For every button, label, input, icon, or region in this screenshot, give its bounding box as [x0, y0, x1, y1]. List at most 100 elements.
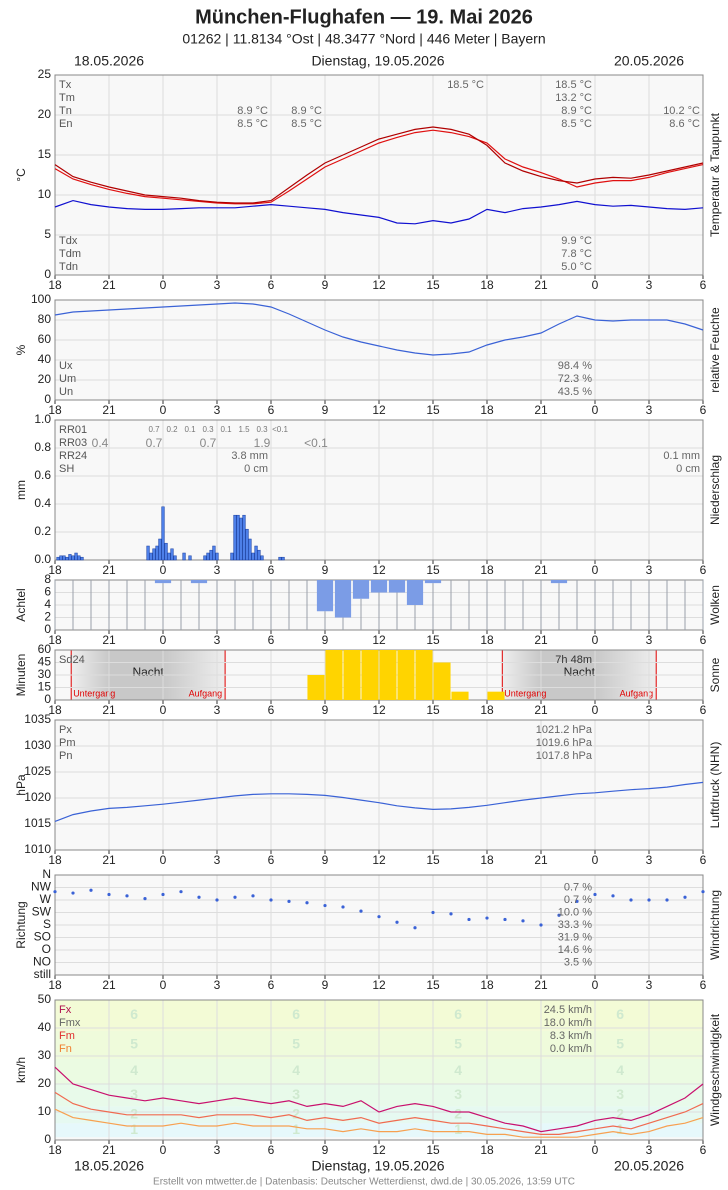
x-tick-label: 3 — [646, 703, 653, 717]
cloud-bar — [154, 580, 172, 584]
x-tick-label: 3 — [646, 633, 653, 647]
direction-point — [647, 898, 651, 902]
bar — [487, 691, 505, 700]
direction-share: 31.9 % — [558, 931, 592, 943]
y-axis-label: mm — [14, 480, 28, 500]
y-tick-label: 45 — [38, 655, 52, 669]
y-tick-label: 0 — [44, 622, 51, 636]
x-tick-label: 0 — [592, 978, 599, 992]
x-tick-label: 6 — [268, 403, 275, 417]
bar — [451, 691, 469, 700]
cloud-bar — [550, 580, 568, 584]
x-tick-label: 3 — [214, 278, 221, 292]
y-tick-label: 1010 — [24, 842, 51, 856]
date-label: 20.05.2026 — [614, 53, 684, 69]
stat-label: Tdx — [59, 235, 78, 247]
stat-label: Fx — [59, 1004, 72, 1016]
y-tick-label: 0.8 — [34, 440, 51, 454]
y-tick-label: O — [42, 942, 51, 956]
bar — [158, 538, 162, 561]
direction-point — [683, 895, 687, 899]
bar — [251, 552, 255, 561]
bar — [155, 545, 159, 561]
date-label: 20.05.2026 — [614, 1158, 684, 1174]
beaufort-number: 4 — [130, 1062, 138, 1078]
x-tick-label: 21 — [534, 978, 548, 992]
bar — [230, 552, 234, 561]
date-label: Dienstag, 19.05.2026 — [311, 1158, 444, 1174]
stat-label: Fmx — [59, 1017, 81, 1029]
direction-share: 10.0 % — [558, 906, 592, 918]
sunset-label: Untergang — [504, 688, 546, 698]
stat-label: Tdn — [59, 261, 78, 273]
x-tick-label: 12 — [372, 978, 386, 992]
beaufort-number: 4 — [292, 1062, 300, 1078]
x-tick-label: 9 — [322, 278, 329, 292]
x-tick-label: 21 — [102, 853, 116, 867]
direction-point — [125, 894, 129, 898]
direction-point — [431, 910, 435, 915]
direction-point — [305, 901, 309, 905]
cloud-bar — [316, 580, 334, 612]
beaufort-number: 1 — [130, 1121, 138, 1137]
bar — [173, 555, 177, 561]
side-label: Windgeschwindigkeit — [708, 1013, 722, 1126]
bar — [307, 675, 325, 700]
y-axis-label: °C — [14, 168, 28, 182]
beaufort-number: 3 — [292, 1086, 300, 1102]
x-tick-label: 18 — [480, 703, 494, 717]
x-tick-label: 6 — [268, 978, 275, 992]
bar — [233, 514, 237, 561]
stat-value: 8.5 °C — [237, 118, 268, 130]
subtitle: 01262 | 11.8134 °Ost | 48.3477 °Nord | 4… — [182, 31, 545, 47]
sunrise-label: Aufgang — [620, 688, 654, 698]
beaufort-number: 4 — [616, 1062, 624, 1078]
beaufort-number: 3 — [454, 1086, 462, 1102]
stat-value: 18.5 °C — [555, 79, 592, 91]
bar — [209, 549, 213, 561]
direction-point — [251, 894, 255, 898]
y-tick-label: 20 — [38, 1076, 52, 1090]
series-line — [54, 1091, 704, 1135]
direction-point — [449, 912, 453, 916]
x-tick-label: 3 — [646, 1143, 653, 1157]
bar — [161, 506, 165, 561]
x-tick-label: 0 — [592, 1143, 599, 1157]
bar — [281, 556, 285, 561]
series-line — [54, 126, 704, 204]
y-tick-label: 0 — [44, 1132, 51, 1146]
y-tick-label: N — [42, 867, 51, 881]
cloud-bar — [424, 580, 442, 584]
x-tick-label: 9 — [322, 978, 329, 992]
x-tick-label: 0 — [592, 403, 599, 417]
stat-label: Pn — [59, 750, 72, 762]
y-tick-label: 30 — [38, 1048, 52, 1062]
x-tick-label: 12 — [372, 403, 386, 417]
x-tick-label: 12 — [372, 563, 386, 577]
stat-label: SH — [59, 463, 74, 475]
bar — [242, 514, 246, 561]
direction-point — [359, 909, 363, 913]
direction-point — [593, 892, 597, 897]
x-tick-label: 21 — [534, 1143, 548, 1157]
y-tick-label: 8 — [44, 572, 51, 586]
bar — [260, 555, 264, 561]
beaufort-number: 3 — [616, 1086, 624, 1102]
bar — [245, 528, 249, 561]
x-tick-label: 6 — [268, 278, 275, 292]
rr01-value: 1.5 — [238, 425, 250, 434]
cloud-bar — [370, 580, 388, 593]
x-tick-label: 21 — [534, 278, 548, 292]
bar — [361, 650, 379, 700]
plot-frame — [54, 299, 704, 401]
sd24-label: Sd24 — [59, 654, 85, 666]
rr03-value: 0.4 — [92, 436, 109, 450]
stat-value: 43.5 % — [558, 386, 592, 398]
x-tick-label: 15 — [426, 703, 440, 717]
bar — [379, 650, 397, 700]
x-tick-label: 18 — [480, 403, 494, 417]
stat-label: Pm — [59, 737, 76, 749]
beaufort-number: 5 — [454, 1036, 462, 1052]
direction-point — [143, 897, 147, 901]
direction-share: 0.7 % — [564, 894, 592, 906]
